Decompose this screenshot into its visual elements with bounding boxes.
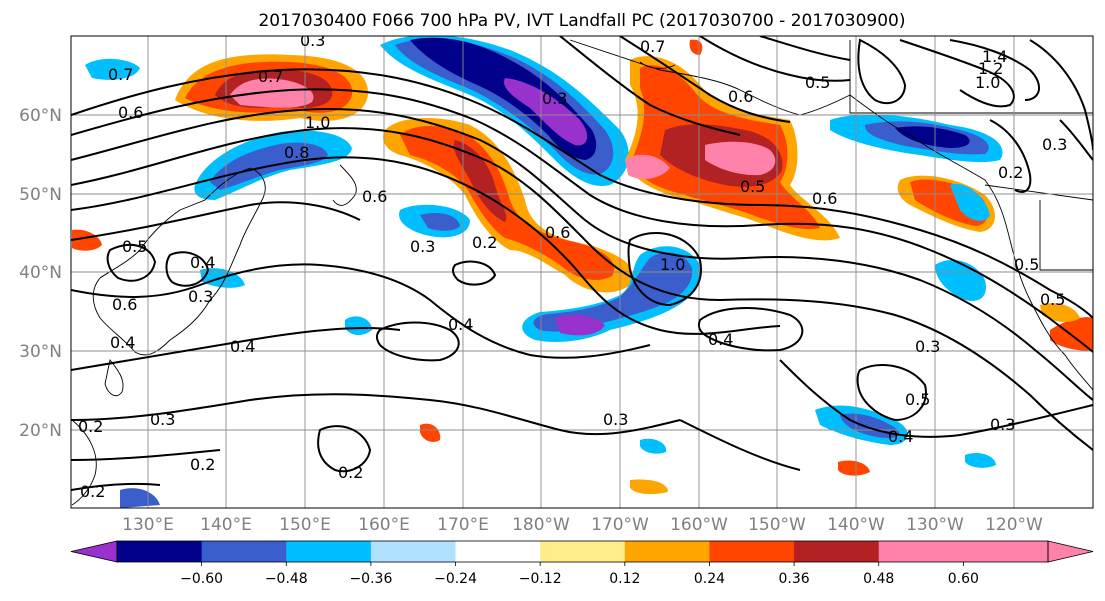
contour-label: 0.2 [80,482,105,501]
colorbar-segment [540,541,626,562]
colorbar-segment [455,541,541,562]
contour-label: 0.4 [888,427,913,446]
contour-label: 0.3 [188,287,213,306]
contour-label: 1.2 [978,59,1003,78]
contour-label: 0.3 [300,31,325,50]
contour-label: 0.2 [190,455,215,474]
contour-label: 0.6 [728,87,753,106]
contour-label: 0.3 [410,237,435,256]
contour-label: 0.6 [545,223,570,242]
contour-label: 0.2 [78,417,103,436]
colorbar-tick-label: 0.24 [694,571,725,587]
lon-label: 120°W [985,515,1043,535]
colorbar-tick-label: −0.12 [519,571,562,587]
contour-label: 0.4 [110,333,135,352]
contour-label: 0.4 [230,337,255,356]
contour-label: 0.3 [150,410,175,429]
colorbar-segment [709,541,795,562]
colorbar-tick-label: −0.36 [349,571,392,587]
contour-label: 0.6 [812,189,837,208]
contour-label: 0.2 [998,163,1023,182]
colorbar-extend-max [1047,540,1094,563]
lon-label: 160°E [358,515,410,535]
contour-label: 1.4 [982,47,1007,66]
coastlines [71,39,1093,506]
colorbar-segment [286,541,372,562]
colorbar-tick-label: −0.24 [434,571,477,587]
colorbar-frame [116,540,1049,563]
longitude-labels: 130°E 140°E 150°E 160°E 170°E 180°W 170°… [122,515,1043,535]
contour-label: 0.6 [112,295,137,314]
contour-label: 0.5 [1040,290,1065,309]
contour-label: 1.0 [305,113,330,132]
contour-label: 0.3 [915,337,940,356]
contour-label: 0.3 [542,89,567,108]
contour-label: 0.5 [1014,255,1039,274]
map-frame [70,35,1094,509]
contour-label: 0.5 [805,73,830,92]
lon-label: 150°W [748,515,806,535]
colorbar-extend-min [70,540,118,563]
contour-label: 0.6 [118,103,143,122]
lat-label: 50°N [19,185,62,205]
colorbar-tick-label: −0.48 [265,571,308,587]
lat-label: 20°N [19,421,62,441]
lon-label: 140°E [200,515,252,535]
lon-label: 180°W [512,515,570,535]
lon-label: 170°W [591,515,649,535]
contour-label: 0.4 [708,330,733,349]
lon-label: 150°E [279,515,331,535]
contour-label: 0.8 [284,143,309,162]
colorbar-segment [370,541,457,562]
colorbar-tick-label: 0.48 [863,571,894,587]
colorbar-tick-label: 0.60 [948,571,979,587]
map-title: 2017030400 F066 700 hPa PV, IVT Landfall… [258,11,905,31]
colorbar-segment [117,541,203,562]
contour-label: 0.7 [108,65,133,84]
contour-label: 0.6 [362,187,387,206]
lon-label: 130°E [122,515,174,535]
contour-label: 0.2 [472,233,497,252]
contour-label-group: 0.3 0.7 0.7 0.6 0.5 1.0 1.2 1.4 0.6 0.8 … [78,31,1067,501]
colorbar-tick-label: −0.60 [180,571,223,587]
lat-label: 30°N [19,342,62,362]
contour-label: 1.0 [975,73,1000,92]
lon-label: 160°W [670,515,728,535]
contour-label: 0.3 [603,410,628,429]
colorbar-tick-label: 0.12 [609,571,640,587]
contour-label: 0.7 [258,67,283,86]
contour-label: 0.5 [740,177,765,196]
lon-label: 140°W [827,515,885,535]
contour-label: 0.3 [990,415,1015,434]
contour-label: 0.2 [338,463,363,482]
latitude-labels: 60°N 50°N 40°N 30°N 20°N [19,106,62,441]
colorbar: −0.60 −0.48 −0.36 −0.24 −0.12 0.12 0.24 0.36 0.4… [70,540,1094,587]
map-area: 0.3 0.7 0.7 0.6 0.5 1.0 1.2 1.4 0.6 0.8 … [71,31,1093,508]
contour-label: 0.7 [640,37,665,56]
contour-label: 0.3 [1042,135,1067,154]
contour-label: 1.0 [660,255,685,274]
pv-contours [71,36,1093,491]
colorbar-segment [201,541,287,562]
contour-label: 0.4 [190,253,215,272]
lon-label: 170°E [437,515,489,535]
contour-label: 0.5 [905,390,930,409]
colorbar-segment [624,541,710,562]
colorbar-segment [794,541,880,562]
lon-label: 130°W [906,515,964,535]
colorbar-tick-label: 0.36 [779,571,810,587]
contour-label: 0.4 [448,315,473,334]
colorbar-segment [878,541,964,562]
contour-label: 0.5 [122,237,147,256]
lat-label: 40°N [19,263,62,283]
colorbar-segment [963,541,1049,562]
lat-label: 60°N [19,106,62,126]
